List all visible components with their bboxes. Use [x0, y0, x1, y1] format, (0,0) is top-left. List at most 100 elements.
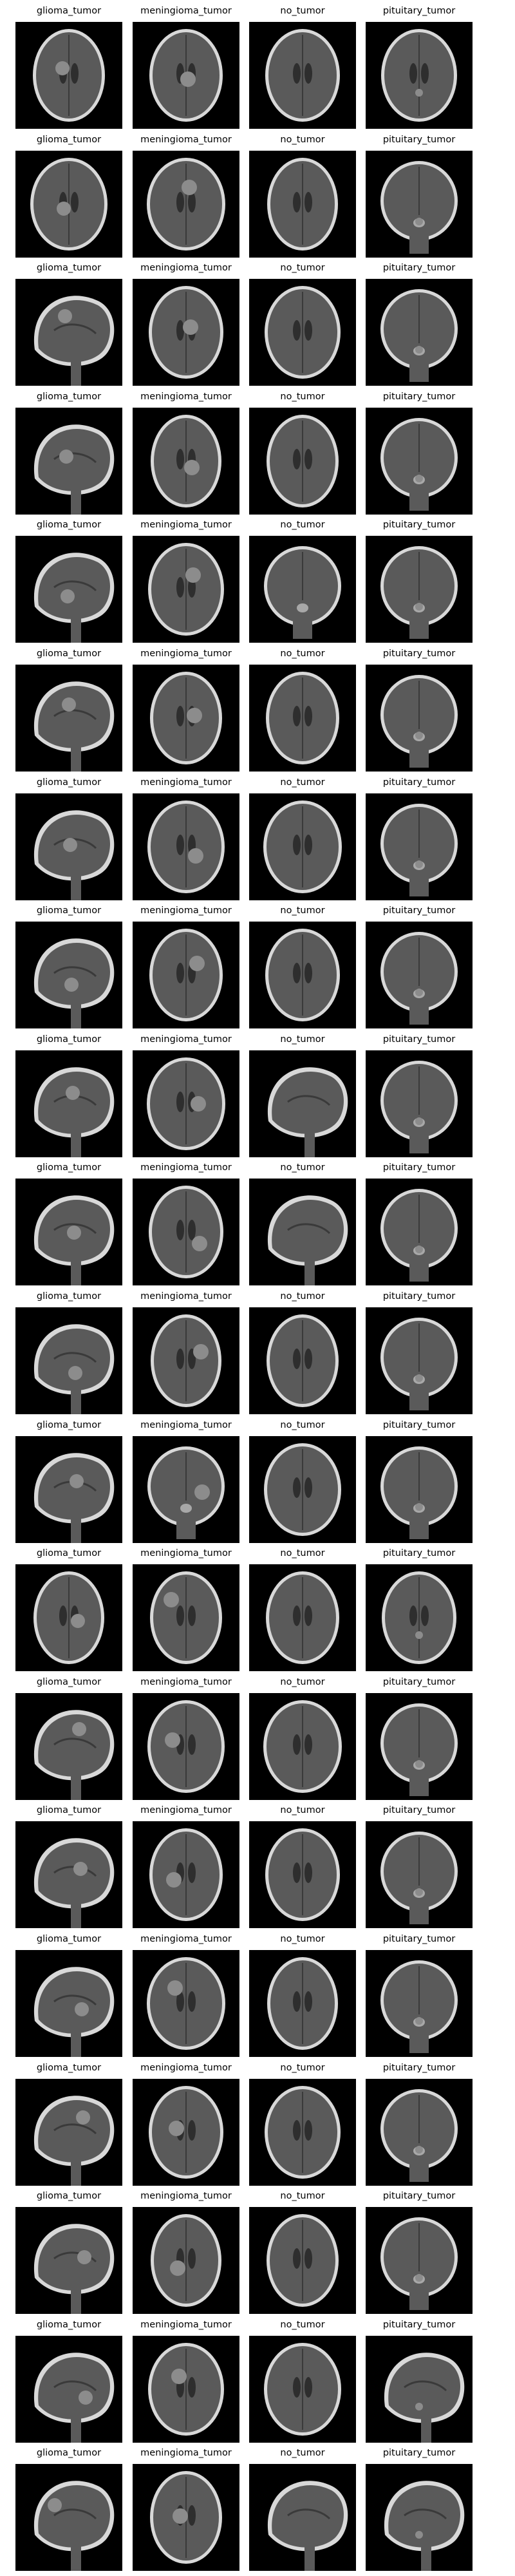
mri-scan-image: [366, 1179, 473, 1286]
image-caption: meningioma_tumor: [140, 1034, 232, 1045]
image-caption: meningioma_tumor: [140, 391, 232, 402]
image-cell: no_tumor: [249, 2063, 356, 2186]
image-cell: no_tumor: [249, 134, 356, 258]
mri-scan-graphic: [267, 2481, 348, 2571]
mri-scan-graphic: [267, 157, 338, 251]
mri-scan-graphic: [265, 2085, 341, 2179]
mri-scan-graphic: [380, 2217, 458, 2311]
mri-scan-image: [366, 150, 473, 258]
mri-scan-graphic: [380, 1318, 458, 1410]
image-cell: no_tumor: [249, 1034, 356, 1157]
image-cell: meningioma_tumor: [133, 6, 239, 129]
image-caption: no_tumor: [280, 1291, 325, 1302]
image-cell: meningioma_tumor: [133, 391, 239, 515]
mri-scan-graphic: [380, 417, 458, 511]
image-caption: meningioma_tumor: [140, 777, 232, 788]
mri-scan-image: [15, 150, 122, 258]
mri-scan-image: [366, 1564, 473, 1672]
image-cell: pituitary_tumor: [366, 1292, 473, 1414]
image-cell: no_tumor: [249, 906, 356, 1029]
mri-scan-image: [366, 2078, 473, 2186]
mri-scan-graphic: [33, 1710, 115, 1800]
image-caption: meningioma_tumor: [140, 2191, 232, 2202]
mri-scan-image: [133, 22, 239, 129]
mri-scan-graphic: [150, 1571, 222, 1665]
image-cell: glioma_tumor: [15, 1292, 122, 1414]
image-caption: meningioma_tumor: [140, 2062, 232, 2073]
mri-scan-graphic: [380, 546, 458, 639]
image-cell: no_tumor: [249, 1162, 356, 1286]
image-caption: pituitary_tumor: [382, 520, 456, 531]
mri-scan-image: [133, 1179, 239, 1286]
mri-scan-graphic: [265, 29, 340, 122]
image-caption: glioma_tumor: [36, 6, 102, 16]
mri-scan-image: [249, 2078, 356, 2186]
image-caption: glioma_tumor: [36, 391, 102, 402]
mri-scan-graphic: [380, 2088, 458, 2182]
image-caption: glioma_tumor: [36, 777, 102, 788]
image-cell: pituitary_tumor: [366, 391, 473, 515]
mri-scan-image: [366, 536, 473, 643]
image-caption: meningioma_tumor: [140, 134, 232, 145]
mri-scan-image: [133, 279, 239, 386]
image-caption: no_tumor: [280, 1548, 325, 1559]
mri-scan-graphic: [149, 1186, 223, 1279]
image-caption: meningioma_tumor: [140, 6, 232, 16]
image-cell: no_tumor: [249, 649, 356, 772]
mri-scan-graphic: [264, 1443, 341, 1536]
image-caption: glioma_tumor: [36, 1162, 102, 1173]
mri-scan-image: [366, 407, 473, 515]
mri-scan-image: [15, 793, 122, 900]
mri-scan-graphic: [382, 1571, 456, 1665]
mri-scan-image: [15, 22, 122, 129]
image-caption: meningioma_tumor: [140, 2319, 232, 2330]
image-cell: meningioma_tumor: [133, 2448, 239, 2571]
mri-scan-graphic: [33, 681, 115, 772]
image-cell: no_tumor: [249, 2319, 356, 2443]
image-caption: pituitary_tumor: [382, 2191, 456, 2202]
image-cell: pituitary_tumor: [366, 1549, 473, 1672]
mri-scan-graphic: [33, 1571, 104, 1665]
image-caption: glioma_tumor: [36, 2448, 102, 2459]
image-cell: pituitary_tumor: [366, 777, 473, 900]
image-cell: glioma_tumor: [15, 135, 122, 258]
image-cell: glioma_tumor: [15, 1420, 122, 1543]
mri-scan-graphic: [267, 1957, 338, 2050]
image-caption: meningioma_tumor: [140, 520, 232, 531]
image-cell: glioma_tumor: [15, 1806, 122, 1929]
image-cell: no_tumor: [249, 1806, 356, 1929]
mri-scan-image: [133, 1692, 239, 1800]
mri-scan-image: [15, 1564, 122, 1672]
mri-scan-graphic: [264, 2342, 341, 2436]
mri-scan-image: [366, 1307, 473, 1414]
image-cell: meningioma_tumor: [133, 1163, 239, 1286]
image-cell: pituitary_tumor: [366, 2063, 473, 2186]
mri-scan-image: [133, 2335, 239, 2443]
image-caption: pituitary_tumor: [382, 391, 456, 402]
image-caption: pituitary_tumor: [382, 649, 456, 659]
image-cell: meningioma_tumor: [133, 263, 239, 386]
mri-scan-image: [366, 665, 473, 772]
mri-scan-graphic: [149, 1828, 223, 1922]
image-caption: no_tumor: [280, 2319, 325, 2330]
mri-scan-graphic: [380, 932, 458, 1025]
mri-scan-image: [15, 1050, 122, 1157]
image-caption: no_tumor: [280, 1162, 325, 1173]
image-cell: glioma_tumor: [15, 2448, 122, 2571]
image-cell: pituitary_tumor: [366, 520, 473, 643]
image-cell: glioma_tumor: [15, 6, 122, 129]
image-cell: pituitary_tumor: [366, 906, 473, 1029]
mri-scan-graphic: [150, 2471, 222, 2564]
image-caption: pituitary_tumor: [382, 263, 456, 274]
mri-scan-image: [249, 22, 356, 129]
image-cell: pituitary_tumor: [366, 2448, 473, 2571]
mri-scan-image: [249, 536, 356, 643]
mri-scan-image: [15, 407, 122, 515]
mri-scan-image: [366, 22, 473, 129]
image-caption: meningioma_tumor: [140, 649, 232, 659]
image-caption: no_tumor: [280, 134, 325, 145]
mri-scan-image: [249, 2335, 356, 2443]
mri-scan-image: [249, 1692, 356, 1800]
image-caption: no_tumor: [280, 1034, 325, 1045]
